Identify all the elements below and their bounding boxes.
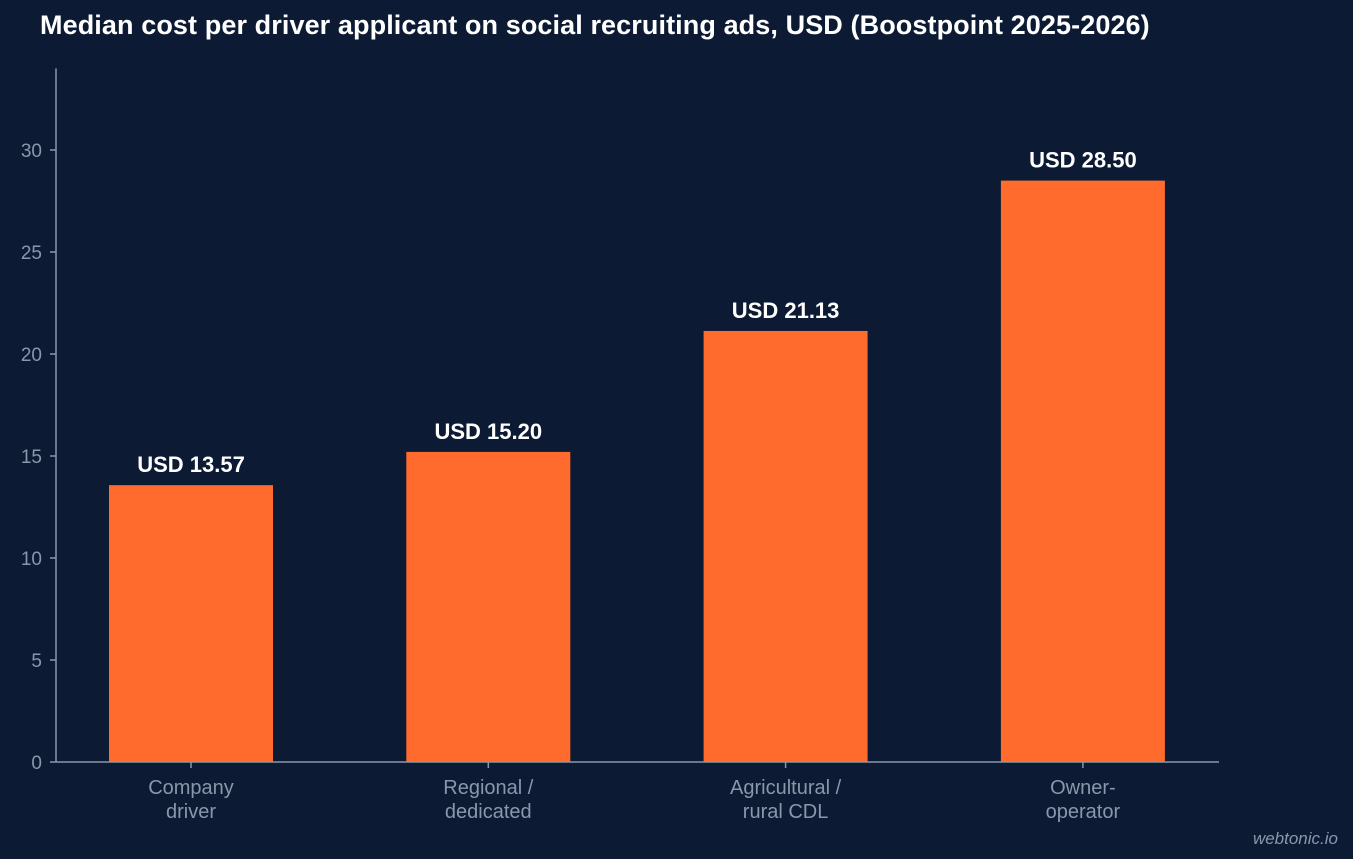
bar-value-label: USD 21.13 — [732, 298, 840, 323]
y-tick-label: 30 — [21, 141, 42, 162]
y-axis-ticks: 0 5 10 15 20 25 30 — [21, 141, 56, 774]
chart-title: Median cost per driver applicant on soci… — [40, 10, 1150, 40]
bar — [406, 451, 571, 762]
bars-group — [109, 180, 1165, 763]
x-category-label: driver — [166, 801, 216, 823]
y-tick-label: 5 — [31, 651, 42, 672]
x-category-label: Agricultural / — [730, 777, 842, 799]
bar — [1000, 180, 1165, 763]
x-category-label: Company — [148, 777, 234, 799]
watermark-text: webtonic.io — [1252, 829, 1338, 848]
y-tick-label: 0 — [31, 753, 42, 774]
bar-value-label: USD 13.57 — [137, 452, 245, 477]
x-category-label: dedicated — [445, 801, 532, 823]
x-category-label: Regional / — [443, 777, 534, 799]
x-category-label: Owner- — [1050, 777, 1116, 799]
bar — [109, 485, 273, 762]
bar-value-label: USD 28.50 — [1029, 148, 1137, 173]
bar-value-label: USD 15.20 — [434, 419, 542, 444]
x-category-label: operator — [1046, 801, 1121, 823]
y-tick-label: 10 — [21, 549, 42, 570]
data-labels-group: USD 13.57 USD 15.20 USD 21.13 USD 28.50 — [137, 148, 1137, 478]
y-tick-label: 25 — [21, 243, 42, 264]
y-tick-label: 20 — [21, 345, 42, 366]
y-tick-label: 15 — [21, 447, 42, 468]
bar — [703, 330, 868, 762]
x-category-label: rural CDL — [743, 801, 829, 823]
